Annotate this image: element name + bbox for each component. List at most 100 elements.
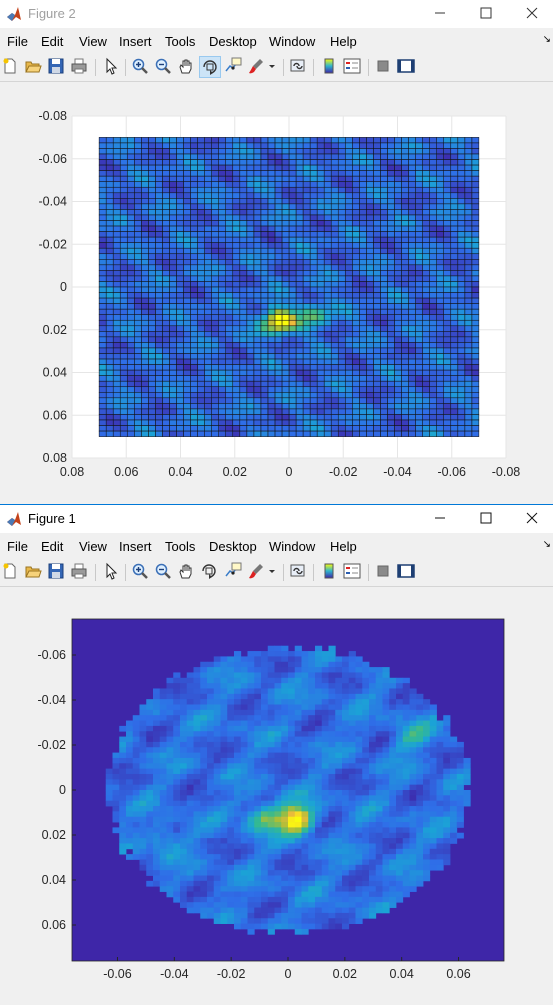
open-file-icon[interactable] bbox=[24, 57, 44, 77]
surface-cell bbox=[338, 160, 345, 166]
brush-dropdown-icon[interactable] bbox=[267, 57, 277, 77]
zoom-out-icon[interactable] bbox=[154, 562, 174, 582]
hide-plot-tools-icon[interactable] bbox=[374, 57, 394, 77]
menu-insert[interactable]: Insert bbox=[119, 539, 152, 554]
surface-cell bbox=[409, 259, 416, 265]
zoom-in-icon[interactable] bbox=[131, 57, 151, 77]
pan-hand-icon[interactable] bbox=[177, 57, 197, 77]
menu-overflow-icon[interactable]: ↘ bbox=[543, 539, 551, 550]
colorbar-icon[interactable] bbox=[320, 57, 340, 77]
zoom-out-icon[interactable] bbox=[154, 57, 174, 77]
surface-cell bbox=[169, 370, 176, 376]
image-pixel bbox=[329, 859, 336, 865]
menu-window[interactable]: Window bbox=[269, 34, 315, 49]
surface-cell bbox=[331, 309, 338, 315]
menu-help[interactable]: Help bbox=[330, 34, 357, 49]
new-figure-icon[interactable] bbox=[1, 562, 21, 582]
image-pixel bbox=[200, 849, 207, 855]
image-pixel bbox=[295, 827, 302, 833]
menu-window[interactable]: Window bbox=[269, 539, 315, 554]
menu-view[interactable]: View bbox=[79, 34, 107, 49]
surface-cell bbox=[472, 293, 479, 299]
pan-hand-icon[interactable] bbox=[177, 562, 197, 582]
rotate-3d-icon[interactable] bbox=[199, 56, 221, 78]
image-pixel bbox=[254, 726, 261, 732]
print-icon[interactable] bbox=[70, 562, 90, 582]
image-pixel bbox=[254, 876, 261, 882]
link-plot-icon[interactable] bbox=[289, 562, 309, 582]
surface-cell bbox=[240, 293, 247, 299]
data-cursor-icon[interactable] bbox=[224, 562, 244, 582]
open-file-icon[interactable] bbox=[24, 562, 44, 582]
menu-file[interactable]: File bbox=[7, 34, 28, 49]
menu-edit[interactable]: Edit bbox=[41, 34, 63, 49]
image-pixel bbox=[356, 672, 363, 678]
menu-file[interactable]: File bbox=[7, 539, 28, 554]
surface-cell bbox=[373, 215, 380, 221]
link-plot-icon[interactable] bbox=[289, 57, 309, 77]
menu-insert[interactable]: Insert bbox=[119, 34, 152, 49]
brush-dropdown-icon[interactable] bbox=[267, 562, 277, 582]
image-pixel bbox=[329, 646, 336, 652]
image-pixel bbox=[376, 806, 383, 812]
surface-cell bbox=[205, 209, 212, 215]
surface-cell bbox=[394, 304, 401, 310]
minimize-button[interactable] bbox=[418, 505, 464, 533]
surface-cell bbox=[465, 359, 472, 365]
surface-cell bbox=[261, 398, 268, 404]
menu-tools[interactable]: Tools bbox=[165, 539, 195, 554]
close-button[interactable] bbox=[510, 505, 553, 533]
surface-cell bbox=[289, 387, 296, 393]
legend-icon[interactable] bbox=[343, 57, 363, 77]
image-pixel bbox=[268, 667, 275, 673]
surface-cell bbox=[198, 342, 205, 348]
surface-cell bbox=[430, 148, 437, 154]
image-pixel bbox=[254, 731, 261, 737]
save-icon[interactable] bbox=[47, 562, 67, 582]
zoom-in-icon[interactable] bbox=[131, 562, 151, 582]
show-plot-tools-icon[interactable] bbox=[397, 562, 417, 582]
brush-icon[interactable] bbox=[247, 562, 267, 582]
menu-tools[interactable]: Tools bbox=[165, 34, 195, 49]
image-pixels bbox=[106, 646, 471, 935]
menu-help[interactable]: Help bbox=[330, 539, 357, 554]
image-pixel bbox=[376, 865, 383, 871]
hide-plot-tools-icon[interactable] bbox=[374, 562, 394, 582]
colorbar-icon[interactable] bbox=[320, 562, 340, 582]
menu-view[interactable]: View bbox=[79, 539, 107, 554]
menu-desktop[interactable]: Desktop bbox=[209, 539, 257, 554]
data-cursor-icon[interactable] bbox=[224, 57, 244, 77]
print-icon[interactable] bbox=[70, 57, 90, 77]
image-pixel bbox=[362, 843, 369, 849]
image-pixel bbox=[187, 822, 194, 828]
brush-icon[interactable] bbox=[247, 57, 267, 77]
new-figure-icon[interactable] bbox=[1, 57, 21, 77]
save-icon[interactable] bbox=[47, 57, 67, 77]
legend-icon[interactable] bbox=[343, 562, 363, 582]
surface-cell bbox=[233, 232, 240, 238]
image-pixel bbox=[146, 817, 153, 823]
select-pointer-icon[interactable] bbox=[101, 57, 121, 77]
image-pixel bbox=[288, 656, 295, 662]
menu-overflow-icon[interactable]: ↘ bbox=[543, 34, 551, 45]
surface-cell bbox=[240, 148, 247, 154]
surface-cell bbox=[99, 281, 106, 287]
close-button[interactable] bbox=[510, 0, 553, 28]
menu-edit[interactable]: Edit bbox=[41, 539, 63, 554]
show-plot-tools-icon[interactable] bbox=[397, 57, 417, 77]
menu-desktop[interactable]: Desktop bbox=[209, 34, 257, 49]
surface-cell bbox=[261, 148, 268, 154]
surface-cell bbox=[106, 293, 113, 299]
surface-cell bbox=[444, 281, 451, 287]
maximize-button[interactable] bbox=[464, 505, 510, 533]
surface-cell bbox=[331, 215, 338, 221]
image-pixel bbox=[261, 662, 268, 668]
maximize-button[interactable] bbox=[464, 0, 510, 28]
image-pixel bbox=[322, 870, 329, 876]
minimize-button[interactable] bbox=[418, 0, 464, 28]
rotate-3d-icon[interactable] bbox=[200, 562, 220, 582]
select-pointer-icon[interactable] bbox=[101, 562, 121, 582]
image-pixel bbox=[241, 721, 248, 727]
surface-cell bbox=[205, 420, 212, 426]
surface-cell bbox=[331, 414, 338, 420]
